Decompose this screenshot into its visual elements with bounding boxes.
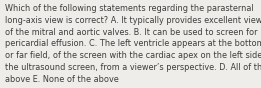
Text: or far field, of the screen with the cardiac apex on the left side of: or far field, of the screen with the car…	[5, 51, 261, 60]
Text: pericardial effusion. C. The left ventricle appears at the bottom,: pericardial effusion. C. The left ventri…	[5, 39, 261, 48]
Text: above E. None of the above: above E. None of the above	[5, 75, 118, 84]
Text: of the mitral and aortic valves. B. It can be used to screen for: of the mitral and aortic valves. B. It c…	[5, 28, 257, 37]
Text: the ultrasound screen, from a viewer’s perspective. D. All of the: the ultrasound screen, from a viewer’s p…	[5, 63, 261, 72]
Text: Which of the following statements regarding the parasternal: Which of the following statements regard…	[5, 4, 253, 13]
Text: long-axis view is correct? A. It typically provides excellent views: long-axis view is correct? A. It typical…	[5, 16, 261, 25]
